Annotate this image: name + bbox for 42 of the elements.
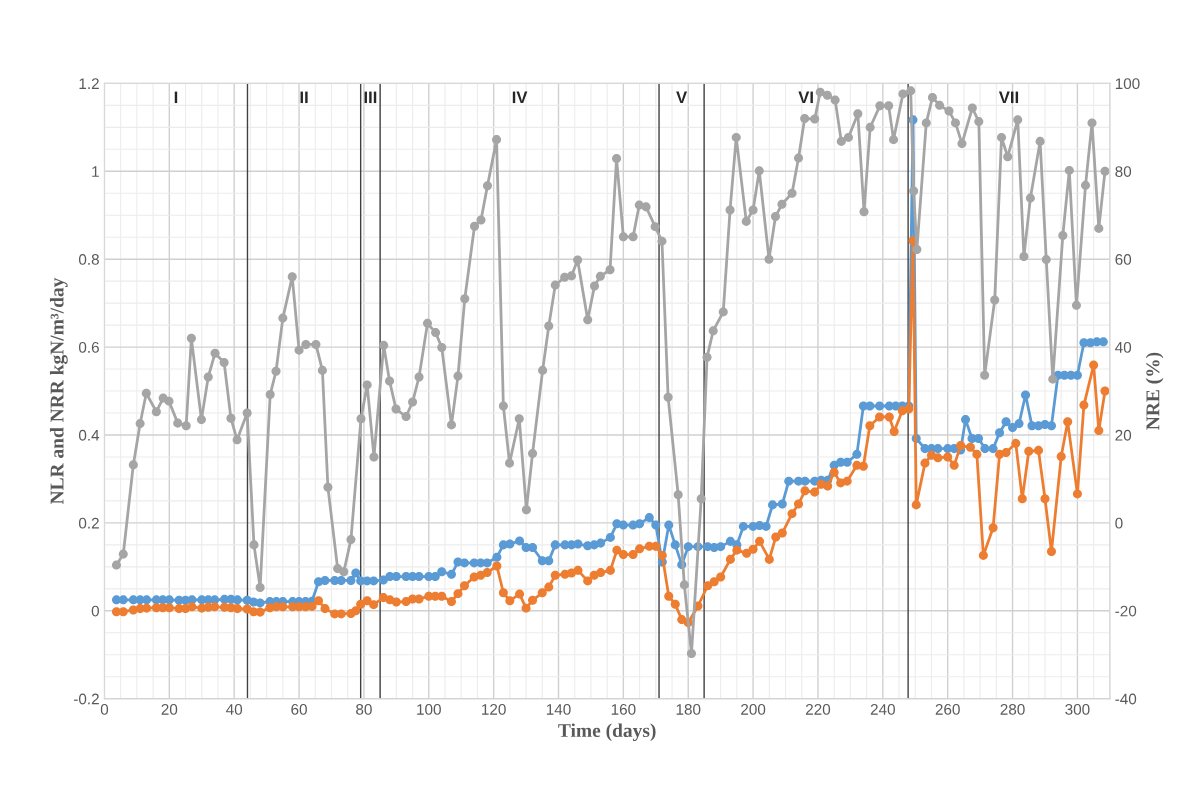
y-axis-title: NLR and NRR kgN/m³/day — [49, 277, 68, 505]
annotation: IV — [512, 91, 528, 104]
y2-tick-label: -40 — [1115, 693, 1137, 705]
x-tick-label: 80 — [356, 703, 372, 715]
x-tick-label: 280 — [1000, 703, 1025, 715]
y-tick-label: 0 — [91, 605, 99, 617]
y2-axis-title: NRE (%) — [1145, 352, 1164, 430]
y2-tick-label: 100 — [1115, 78, 1140, 90]
y2-tick-label: 60 — [1115, 254, 1132, 265]
x-tick-label: 120 — [482, 703, 506, 715]
x-tick-label: 140 — [546, 703, 571, 715]
x-tick-label: 260 — [935, 703, 960, 715]
x-tick-label: 240 — [870, 703, 895, 715]
y-tick-label: 1 — [92, 166, 99, 177]
y-tick-label: 0.2 — [78, 517, 99, 529]
annotation: VI — [798, 91, 813, 104]
x-tick-label: 100 — [417, 703, 441, 715]
x-tick-label: 180 — [676, 703, 701, 715]
y-tick-label: 0.4 — [78, 429, 100, 441]
y-tick-label: -0.2 — [73, 693, 99, 705]
x-tick-label: 20 — [161, 703, 178, 715]
x-tick-label: 200 — [741, 703, 766, 715]
y2-tick-label: 20 — [1115, 429, 1132, 441]
x-tick-label: 300 — [1065, 703, 1090, 715]
annotation: II — [300, 91, 308, 104]
y2-tick-label: 40 — [1115, 341, 1132, 353]
x-tick-label: 220 — [805, 703, 831, 715]
x-tick-label: 0 — [100, 703, 109, 715]
y-tick-label: 0.6 — [78, 341, 99, 353]
x-tick-label: 160 — [611, 703, 636, 715]
x-tick-label: 60 — [291, 703, 307, 715]
annotation: III — [364, 91, 377, 104]
y-tick-label: 1.2 — [79, 78, 99, 89]
y-tick-label: 0.8 — [78, 254, 99, 265]
x-axis-title: Time (days) — [558, 723, 656, 742]
y2-tick-label: -20 — [1115, 605, 1137, 617]
annotation: I — [174, 91, 178, 104]
annotation: VII — [998, 91, 1019, 104]
y2-tick-label: 0 — [1115, 517, 1123, 529]
x-tick-label: 40 — [226, 703, 243, 715]
y2-tick-label: 80 — [1115, 166, 1132, 177]
annotation: V — [676, 91, 688, 104]
